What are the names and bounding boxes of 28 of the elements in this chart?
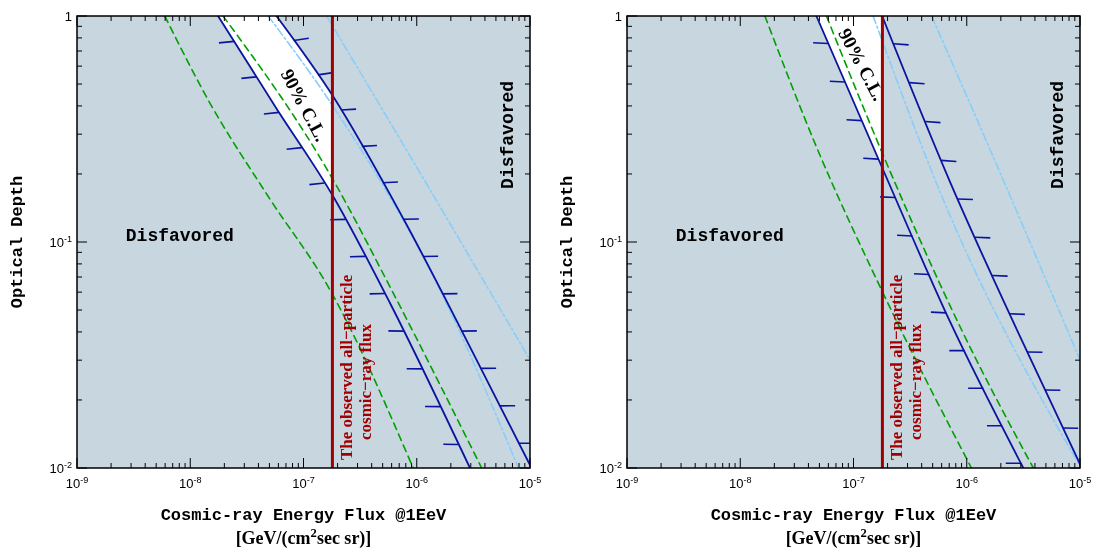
y-tick-label: 1 xyxy=(614,9,622,24)
annotation: Disfavored xyxy=(498,80,519,189)
x-tick-label: 10$^{-9}$ xyxy=(615,475,639,491)
annotation: Disfavored xyxy=(125,225,234,246)
x-tick-label: 10$^{-5}$ xyxy=(1068,475,1092,491)
x-axis-title: Cosmic-ray Energy Flux @1EeV [GeV/(cm$^{2}$sec sr)] xyxy=(710,506,998,549)
x-tick-label: 10$^{-7}$ xyxy=(842,475,865,491)
annotation: Disfavored xyxy=(1048,80,1069,189)
y-axis-title: Optical Depth xyxy=(8,175,27,309)
ref-line-label: The observed all−particle cosmic−ray flux xyxy=(337,274,376,460)
x-tick-label: 10$^{-7}$ xyxy=(292,475,315,491)
x-tick-label: 10$^{-6}$ xyxy=(405,475,429,491)
annotation: 90% C.L. xyxy=(276,65,332,146)
y-tick-label: 10$^{-1}$ xyxy=(599,234,622,250)
annotation: Disfavored xyxy=(675,225,784,246)
x-axis-title: Cosmic-ray Energy Flux @1EeV [GeV/(cm$^{2}$sec sr)] xyxy=(160,506,448,549)
x-tick-label: 10$^{-8}$ xyxy=(728,475,752,491)
x-tick-label: 10$^{-8}$ xyxy=(178,475,202,491)
x-tick-label: 10$^{-6}$ xyxy=(955,475,979,491)
x-tick-label: 10$^{-5}$ xyxy=(518,475,542,491)
annotation: 90% C.L. xyxy=(834,25,890,105)
ref-line-label: The observed all−particle cosmic−ray flux xyxy=(887,274,926,460)
y-tick-label: 10$^{-2}$ xyxy=(599,460,622,476)
y-tick-label: 10$^{-1}$ xyxy=(49,234,72,250)
y-tick-label: 10$^{-2}$ xyxy=(49,460,72,476)
x-tick-label: 10$^{-9}$ xyxy=(65,475,89,491)
y-tick-label: 1 xyxy=(64,9,72,24)
y-axis-title: Optical Depth xyxy=(558,175,577,309)
